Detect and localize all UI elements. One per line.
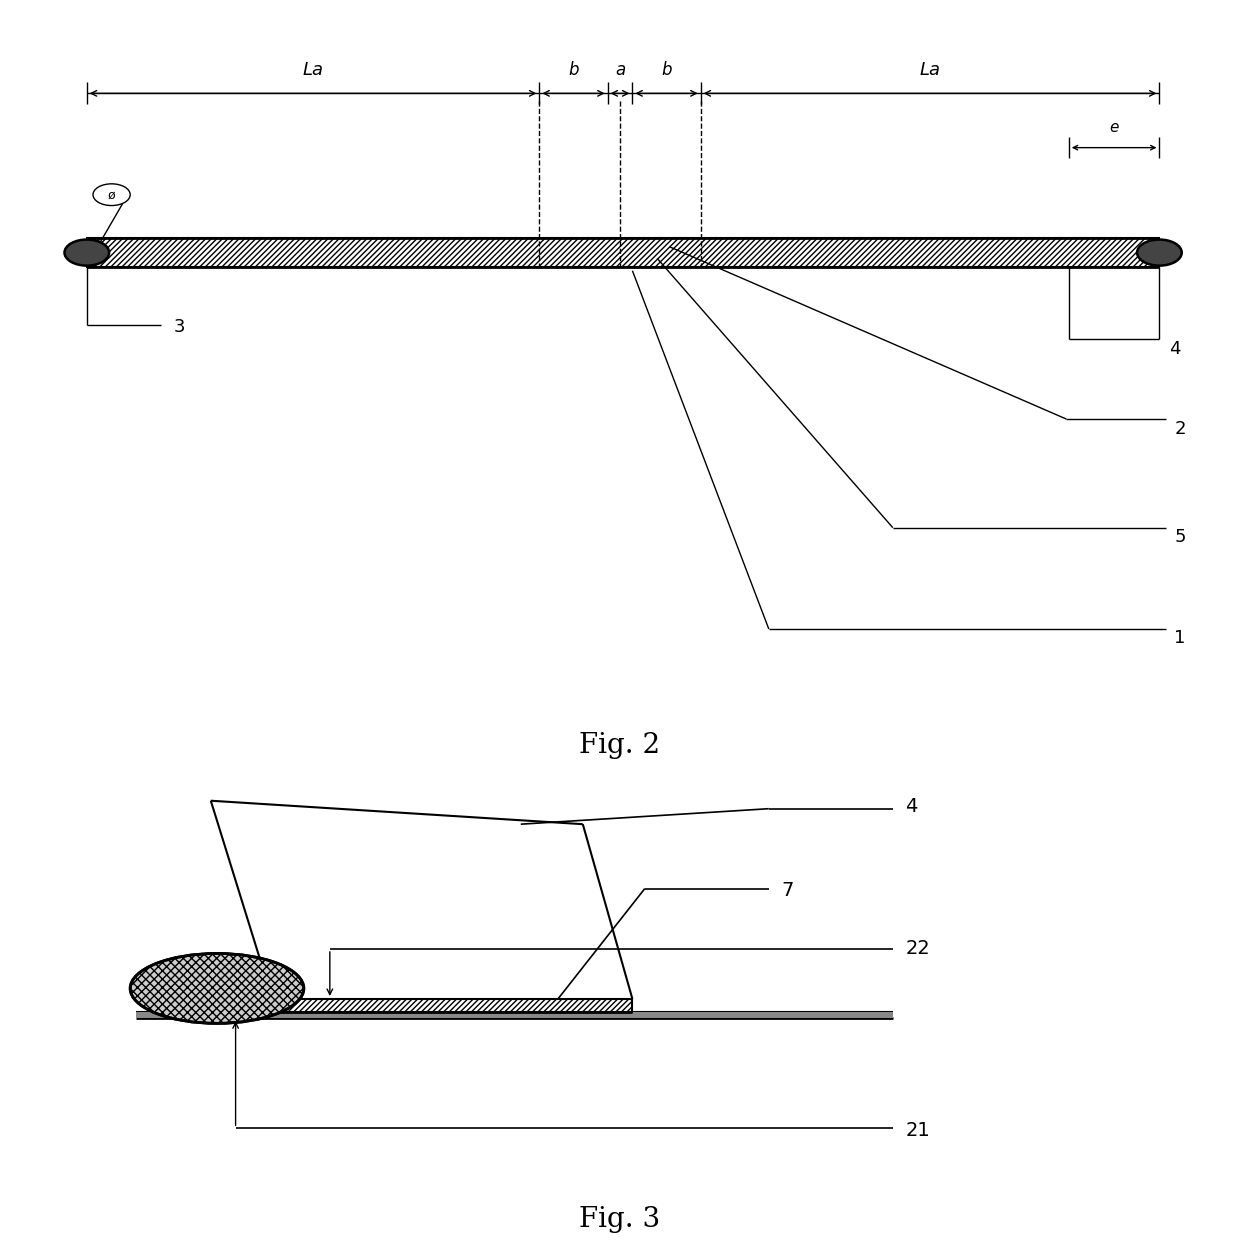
Circle shape bbox=[64, 240, 109, 266]
Bar bbox=[87, 238, 1159, 267]
Text: La: La bbox=[920, 61, 940, 79]
Text: 7: 7 bbox=[781, 881, 794, 900]
Circle shape bbox=[93, 183, 130, 206]
Text: e: e bbox=[1110, 120, 1118, 135]
Text: 2: 2 bbox=[1174, 419, 1185, 438]
Text: 4: 4 bbox=[905, 797, 918, 816]
Text: a: a bbox=[615, 61, 625, 79]
Text: ø: ø bbox=[108, 188, 115, 201]
Text: 21: 21 bbox=[905, 1121, 930, 1139]
Text: 22: 22 bbox=[905, 938, 930, 958]
Text: 3: 3 bbox=[174, 318, 185, 336]
Text: La: La bbox=[303, 61, 324, 79]
Text: 4: 4 bbox=[1169, 339, 1180, 358]
Text: Fig. 2: Fig. 2 bbox=[579, 733, 661, 759]
Bar bbox=[231, 998, 632, 1012]
Circle shape bbox=[130, 953, 304, 1023]
Text: b: b bbox=[661, 61, 672, 79]
Text: Fig. 3: Fig. 3 bbox=[579, 1206, 661, 1233]
Text: 5: 5 bbox=[1174, 528, 1185, 547]
Circle shape bbox=[1137, 240, 1182, 266]
Bar bbox=[136, 1012, 893, 1018]
Text: 1: 1 bbox=[1174, 629, 1185, 648]
Text: b: b bbox=[568, 61, 579, 79]
